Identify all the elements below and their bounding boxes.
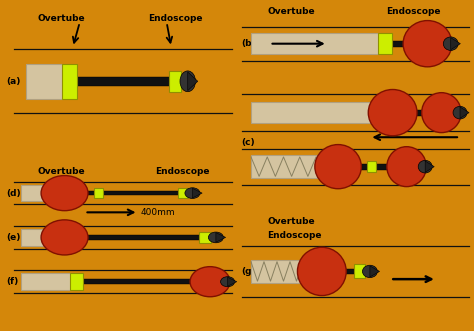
Bar <box>200 232 211 243</box>
Text: (a): (a) <box>6 77 20 86</box>
Text: (e): (e) <box>6 233 20 242</box>
Ellipse shape <box>315 145 361 189</box>
Bar <box>367 161 376 172</box>
Bar <box>251 155 332 178</box>
Polygon shape <box>460 107 469 118</box>
Circle shape <box>453 106 467 119</box>
Circle shape <box>220 277 235 287</box>
Bar <box>251 260 316 283</box>
Text: Overtube: Overtube <box>267 7 315 16</box>
Bar <box>251 33 381 54</box>
Bar <box>83 279 202 284</box>
Text: Endoscope: Endoscope <box>267 231 322 240</box>
Bar <box>26 64 64 99</box>
Text: Overtube: Overtube <box>37 14 85 23</box>
Text: (b): (b) <box>242 39 256 48</box>
Circle shape <box>418 160 432 173</box>
Bar <box>103 191 180 195</box>
Bar <box>354 264 365 278</box>
Bar <box>376 164 390 169</box>
Bar <box>62 64 77 99</box>
Ellipse shape <box>41 175 88 211</box>
Text: Endoscope: Endoscope <box>155 167 210 176</box>
Circle shape <box>443 37 458 50</box>
Circle shape <box>363 265 377 278</box>
Text: (c): (c) <box>242 138 255 147</box>
Text: Overtube: Overtube <box>37 167 85 176</box>
Ellipse shape <box>403 21 452 67</box>
Ellipse shape <box>298 247 346 296</box>
Bar <box>378 33 392 54</box>
Bar <box>417 110 426 116</box>
Polygon shape <box>425 161 434 172</box>
Bar <box>94 188 103 198</box>
Bar <box>346 269 356 274</box>
Ellipse shape <box>41 220 88 255</box>
Bar <box>77 77 171 86</box>
Bar <box>21 229 49 246</box>
Text: Endoscope: Endoscope <box>386 7 440 16</box>
Ellipse shape <box>387 147 426 187</box>
Bar <box>361 164 368 169</box>
Text: 400mm: 400mm <box>141 208 175 217</box>
Text: Endoscope: Endoscope <box>148 14 202 23</box>
Bar <box>21 185 49 202</box>
Ellipse shape <box>190 267 230 297</box>
Bar <box>251 102 381 123</box>
Text: (f): (f) <box>6 277 18 286</box>
Ellipse shape <box>422 93 461 133</box>
Polygon shape <box>451 38 460 50</box>
Bar <box>70 273 83 290</box>
Circle shape <box>185 188 200 199</box>
Bar <box>88 235 202 240</box>
Text: Overtube: Overtube <box>267 217 315 226</box>
Bar <box>21 273 73 290</box>
Bar <box>392 41 409 47</box>
Polygon shape <box>216 233 226 242</box>
Text: (d): (d) <box>6 189 20 198</box>
Circle shape <box>180 71 195 92</box>
Polygon shape <box>228 277 237 286</box>
Bar <box>178 188 188 198</box>
Circle shape <box>209 232 223 243</box>
Polygon shape <box>192 188 202 198</box>
Polygon shape <box>188 72 198 91</box>
Bar <box>169 71 181 91</box>
Bar <box>88 191 95 195</box>
Text: (g): (g) <box>242 267 256 276</box>
Ellipse shape <box>368 89 417 136</box>
Polygon shape <box>370 266 380 277</box>
